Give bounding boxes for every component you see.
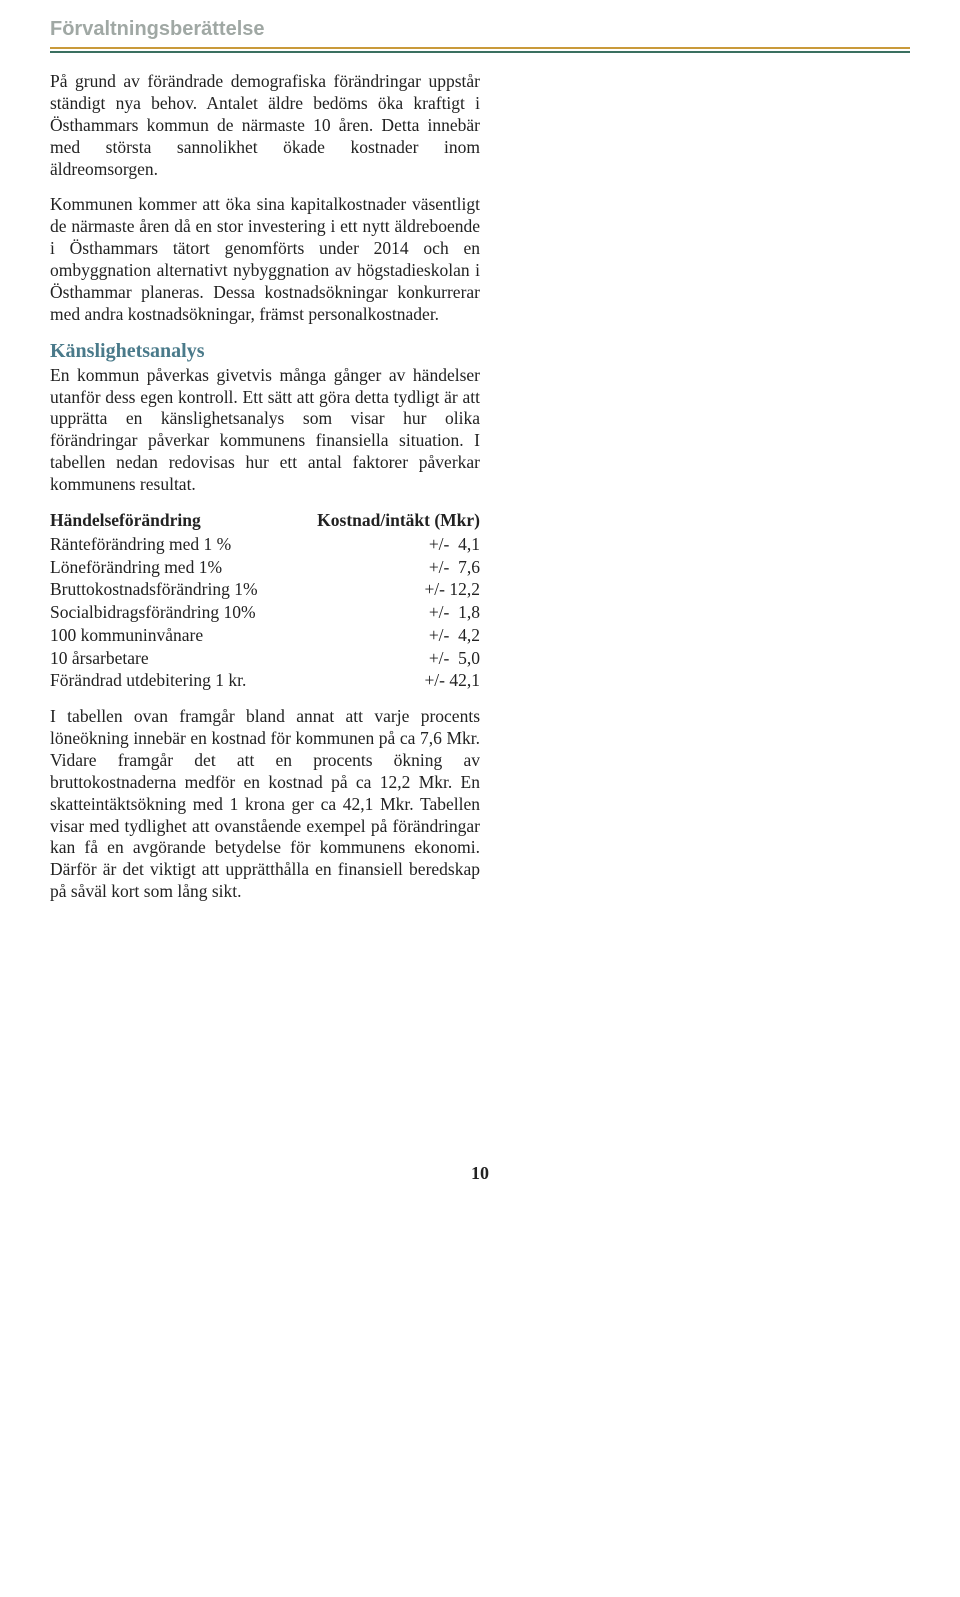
table-cell-value: +/- 4,2	[429, 624, 480, 647]
table-cell-label: 10 årsarbetare	[50, 647, 429, 670]
page-number: 10	[50, 1163, 910, 1184]
table-row: Löneförändring med 1% +/- 7,6	[50, 556, 480, 579]
paragraph-4: I tabellen ovan framgår bland annat att …	[50, 706, 480, 903]
subheading-sensitivity: Känslighetsanalys	[50, 340, 480, 363]
table-header-left: Händelseförändring	[50, 510, 201, 531]
table-cell-value: +/- 4,1	[429, 533, 480, 556]
paragraph-1: På grund av förändrade demografiska förä…	[50, 71, 480, 180]
paragraph-2: Kommunen kommer att öka sina kapitalkost…	[50, 194, 480, 325]
content-column: På grund av förändrade demografiska förä…	[50, 71, 480, 903]
table-row: Ränteförändring med 1 % +/- 4,1	[50, 533, 480, 556]
table-header-right: Kostnad/intäkt (Mkr)	[317, 510, 480, 531]
table-cell-label: Bruttokostnadsförändring 1%	[50, 578, 424, 601]
table-row: 100 kommuninvånare +/- 4,2	[50, 624, 480, 647]
table-cell-label: 100 kommuninvånare	[50, 624, 429, 647]
table-row: Bruttokostnadsförändring 1% +/- 12,2	[50, 578, 480, 601]
table-cell-value: +/- 42,1	[424, 669, 480, 692]
page-header: Förvaltningsberättelse	[50, 18, 910, 53]
table-cell-value: +/- 7,6	[429, 556, 480, 579]
table-header: Händelseförändring Kostnad/intäkt (Mkr)	[50, 510, 480, 531]
table-cell-value: +/- 5,0	[429, 647, 480, 670]
header-title: Förvaltningsberättelse	[50, 18, 910, 41]
table-cell-value: +/- 1,8	[429, 601, 480, 624]
table-cell-label: Socialbidragsförändring 10%	[50, 601, 429, 624]
table-row: Socialbidragsförändring 10% +/- 1,8	[50, 601, 480, 624]
table-cell-label: Ränteförändring med 1 %	[50, 533, 429, 556]
table-cell-label: Förändrad utdebitering 1 kr.	[50, 669, 424, 692]
table-row: 10 årsarbetare +/- 5,0	[50, 647, 480, 670]
sensitivity-table: Händelseförändring Kostnad/intäkt (Mkr) …	[50, 510, 480, 692]
table-row: Förändrad utdebitering 1 kr. +/- 42,1	[50, 669, 480, 692]
paragraph-3: En kommun påverkas givetvis många gånger…	[50, 365, 480, 496]
table-cell-label: Löneförändring med 1%	[50, 556, 429, 579]
sensitivity-section: Känslighetsanalys En kommun påverkas giv…	[50, 340, 480, 496]
table-cell-value: +/- 12,2	[424, 578, 480, 601]
header-rule	[50, 47, 910, 53]
